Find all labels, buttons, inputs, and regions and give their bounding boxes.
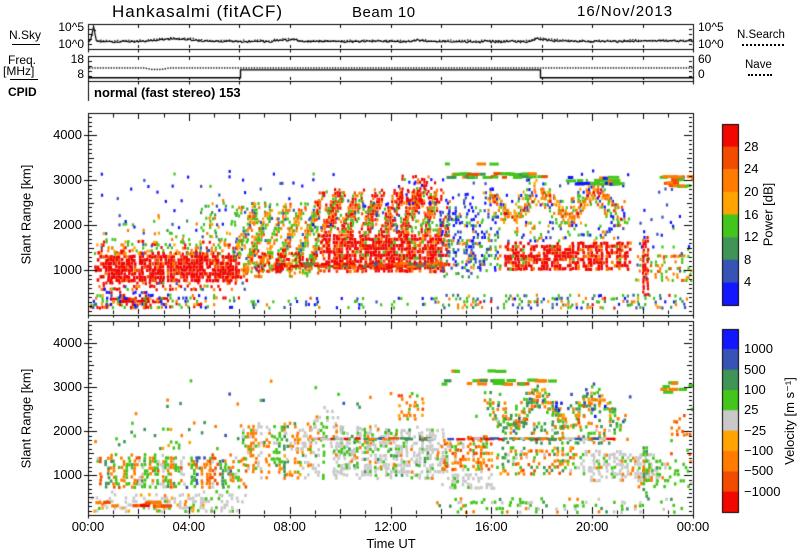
velocity-y-axis-title: Slant Range [km]	[18, 368, 34, 469]
freq-label-2: [MHz]	[3, 64, 35, 78]
x-tick-label: 12:00	[374, 519, 407, 534]
cpid-label: CPID	[8, 85, 37, 99]
power-cbar-tick-label: 12	[744, 229, 759, 245]
vel-y-tick-label: 3000	[53, 379, 82, 395]
power-cbar-tick-label: 20	[744, 183, 759, 199]
page-title: Hankasalmi (fitACF)	[112, 2, 284, 21]
velocity-cbar-tick-label: −25	[744, 422, 767, 438]
pow-y-tick-label: 4000	[53, 127, 82, 143]
x-tick-label: 20:00	[575, 519, 609, 534]
vel-y-tick-label: 2000	[53, 423, 82, 439]
power-cbar-tick-label: 16	[744, 206, 759, 222]
freq-ytick-bottom: 8	[77, 67, 84, 81]
nave-ytick-top: 60	[698, 52, 712, 66]
nsky-right-ytick-bottom: 10^0	[698, 37, 724, 51]
power-cbar-tick-label: 4	[744, 274, 752, 290]
velocity-colorbar-title: Velocity [m s⁻¹]	[782, 377, 797, 465]
nsky-ytick-bottom: 10^0	[58, 37, 84, 51]
x-tick-label: 04:00	[172, 519, 206, 534]
date-label: 16/Nov/2013	[577, 3, 674, 20]
nsky-label: N.Sky	[9, 28, 42, 42]
nave-ytick-bottom: 0	[698, 67, 705, 81]
x-tick-label: 08:00	[273, 519, 306, 534]
pow-y-tick-label: 1000	[53, 262, 82, 278]
beam-label: Beam 10	[352, 4, 416, 21]
pow-y-tick-label: 3000	[53, 172, 82, 188]
velocity-cbar-tick-label: 25	[744, 402, 759, 418]
power-colorbar-title: Power [dB]	[760, 182, 776, 247]
nsky-right-ytick-top: 10^5	[698, 20, 724, 34]
velocity-cbar-tick-label: 100	[744, 382, 766, 397]
velocity-cbar-tick-label: −100	[744, 443, 774, 458]
velocity-cbar-tick-label: 500	[744, 361, 766, 377]
velocity-cbar-tick-label: −1000	[744, 483, 781, 499]
vel-y-tick-label: 4000	[53, 335, 82, 351]
cpid-value: normal (fast stereo) 153	[94, 85, 241, 100]
vel-y-tick-label: 1000	[53, 467, 82, 483]
velocity-cbar-tick-label: 1000	[744, 341, 773, 357]
nsky-ytick-top: 10^5	[58, 20, 84, 34]
nave-legend-line	[748, 74, 772, 76]
x-tick-label: 00:00	[676, 519, 710, 534]
nsearch-legend-line	[742, 44, 784, 46]
freq-label-1: Freq.	[8, 53, 37, 67]
nsearch-legend-label: N.Search	[737, 29, 785, 41]
power-cbar-tick-label: 8	[744, 251, 752, 267]
x-tick-label: 16:00	[475, 519, 508, 534]
freq-ytick-top: 18	[70, 52, 84, 66]
power-y-axis-title: Slant Range [km]	[18, 164, 34, 265]
freq-legend-line	[10, 79, 38, 80]
nave-legend-label: Nave	[745, 59, 772, 71]
power-cbar-tick-label: 24	[744, 161, 759, 177]
nsky-legend-line	[12, 44, 40, 45]
x-tick-label: 00:00	[71, 519, 105, 534]
x-axis-title: Time UT	[366, 536, 416, 551]
velocity-cbar-tick-label: −500	[744, 463, 774, 479]
pow-y-tick-label: 2000	[53, 217, 82, 233]
power-cbar-tick-label: 28	[744, 138, 759, 154]
